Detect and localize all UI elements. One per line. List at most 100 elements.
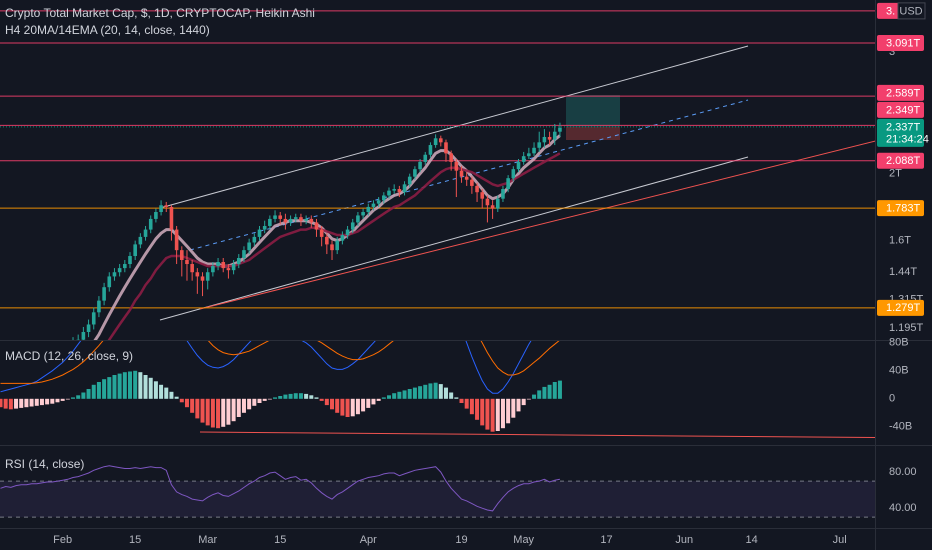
macd-histogram-bar: [148, 377, 153, 399]
candle-body: [397, 189, 402, 193]
macd-histogram-bar: [495, 398, 500, 431]
macd-histogram-bar: [526, 398, 531, 400]
macd-histogram-bar: [485, 398, 490, 430]
macd-histogram-bar: [257, 398, 262, 403]
macd-histogram-bar: [330, 398, 335, 410]
candle-body: [288, 218, 293, 223]
candle-body: [107, 276, 112, 288]
candle-body: [128, 256, 132, 265]
macd-histogram-bar: [210, 398, 215, 428]
y-tick-label: 40.00: [889, 502, 917, 514]
trend-line: [199, 431, 875, 439]
rsi-line: [0, 465, 560, 512]
long-stop-zone: [566, 127, 620, 140]
macd-histogram-bar: [231, 398, 236, 422]
candle-body: [154, 212, 158, 219]
candle-body: [123, 264, 127, 269]
candle-body: [516, 161, 521, 170]
macd-histogram-bar: [39, 398, 44, 406]
macd-histogram-bar: [547, 384, 552, 399]
candle-body: [133, 244, 137, 257]
macd-histogram-bar: [164, 387, 169, 399]
macd-histogram-bar: [179, 398, 184, 403]
macd-histogram-bar: [133, 370, 138, 399]
candle-body: [356, 215, 360, 223]
candle-body: [314, 222, 319, 230]
macd-histogram-bar: [407, 389, 412, 399]
candle-body: [521, 156, 526, 162]
macd-histogram-bar: [324, 398, 329, 406]
macd-histogram-bar: [190, 398, 195, 413]
candle-body: [216, 262, 220, 267]
price-tag-label: 1.279T: [886, 302, 921, 314]
macd-histogram-bar: [14, 398, 19, 409]
macd-histogram-bar: [76, 395, 81, 399]
macd-histogram-bar: [552, 382, 557, 399]
candle-body: [257, 229, 262, 237]
candle-body: [387, 190, 391, 196]
macd-line: [0, 341, 560, 384]
macd-histogram-bar: [159, 384, 164, 399]
ma-line: [107, 152, 561, 340]
candle-body: [190, 264, 194, 273]
macd-histogram-bar: [65, 398, 70, 400]
candle-body: [532, 147, 536, 154]
candle-body: [159, 205, 163, 213]
candle-body: [345, 229, 350, 236]
price-tag-label: 2.088T: [886, 155, 921, 167]
macd-histogram-bar: [500, 398, 505, 429]
macd-histogram-bar: [469, 398, 474, 415]
macd-histogram-bar: [216, 398, 221, 429]
rsi-pane: [0, 465, 875, 518]
price-tag: [877, 101, 924, 118]
candle-body: [475, 185, 479, 193]
macd-histogram-bar: [252, 398, 257, 406]
candle-body: [205, 272, 210, 281]
macd-histogram-bar: [102, 379, 107, 399]
candle-body: [501, 189, 505, 199]
macd-histogram-bar: [241, 398, 246, 413]
macd-histogram-bar: [138, 372, 143, 399]
candle-body: [76, 339, 80, 340]
candle-body: [195, 272, 200, 277]
candle-body: [537, 142, 542, 148]
countdown: 21:34:24: [886, 133, 929, 145]
macd-histogram-bar: [8, 398, 13, 410]
macd-histogram-bar: [205, 398, 210, 426]
price-tag-label: 3.091T: [886, 37, 921, 49]
macd-histogram-bar: [511, 398, 516, 418]
y-tick-label: 40B: [889, 365, 909, 377]
candle-body: [112, 272, 117, 277]
macd-histogram-bar: [288, 393, 293, 399]
candle-body: [221, 262, 226, 269]
candle-body: [148, 218, 153, 230]
macd-histogram-bar: [283, 394, 288, 399]
macd-histogram-bar: [475, 398, 480, 420]
candle-body: [439, 138, 443, 143]
candle-body: [231, 264, 236, 271]
candle-body: [542, 136, 547, 143]
macd-histogram-bar: [262, 398, 267, 401]
x-tick-label: Jun: [675, 534, 693, 546]
price-tag-label: 1.783T: [886, 203, 921, 215]
chart-title: Crypto Total Market Cap, $, 1D, CRYPTOCA…: [5, 6, 315, 20]
price-pane: [0, 10, 875, 340]
candle-body: [117, 268, 122, 273]
macd-histogram-bar: [195, 398, 200, 419]
candle-body: [169, 206, 174, 230]
macd-histogram-bar: [71, 397, 76, 399]
candle-body: [293, 217, 298, 219]
macd-histogram-bar: [464, 398, 469, 409]
price-tag-label: 2.337T: [886, 121, 921, 133]
candle-body: [413, 169, 417, 177]
axes: Feb 15 Mar 15 Apr 19 May 17 Jun 14 Jul 3 2T 1.6T 1.44T…: [53, 2, 929, 546]
macd-histogram-bar: [86, 389, 91, 399]
candle-body: [433, 138, 438, 146]
price-tag: [877, 299, 924, 316]
candle-body: [262, 225, 267, 230]
macd-histogram-bar: [355, 398, 360, 415]
x-tick-label: 17: [600, 534, 612, 546]
candle-body: [423, 154, 428, 162]
macd-histogram-bar: [376, 398, 381, 401]
